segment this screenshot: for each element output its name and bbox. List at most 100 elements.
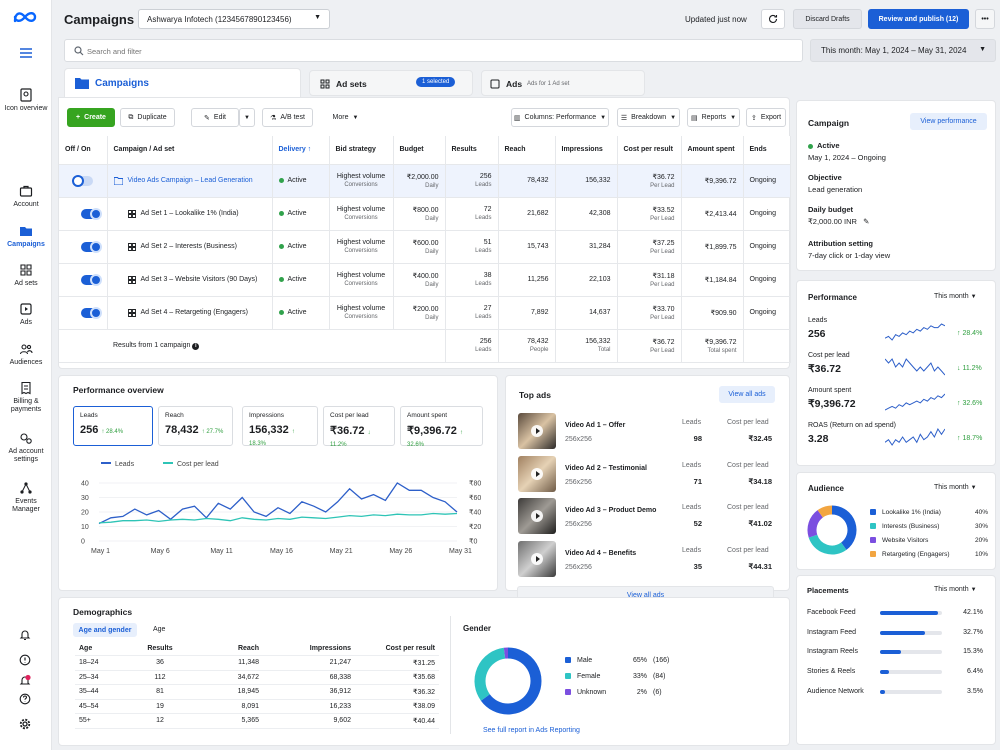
table-row[interactable]: Video Ads Campaign – Lead Generation Acti… bbox=[59, 164, 791, 198]
column-header-bid[interactable]: Bid strategy bbox=[329, 136, 394, 165]
placement-bar-fill bbox=[880, 670, 889, 675]
export-button[interactable]: ⇪ Export bbox=[746, 108, 786, 127]
top-ad-row[interactable]: Video Ad 3 – Product Demo 256x256 Leads 52 C… bbox=[506, 498, 790, 538]
metric-label: ROAS (Return on ad spend) bbox=[808, 422, 896, 429]
tab-age[interactable]: Age bbox=[153, 626, 166, 633]
column-header-cpr[interactable]: Cost per result bbox=[617, 136, 682, 165]
table-row[interactable]: Ad Set 4 – Retargeting (Engagers) Active H… bbox=[59, 296, 791, 330]
edit-dropdown-button[interactable]: ▼ bbox=[239, 108, 255, 127]
pencil-icon[interactable]: ✎ bbox=[863, 217, 870, 226]
view-all-ads-button[interactable]: View all ads bbox=[719, 386, 775, 403]
account-selector[interactable]: Ashwarya Infotech (1234567890123456) ▼ bbox=[138, 9, 330, 29]
column-header-delivery[interactable]: Delivery ↑ bbox=[272, 136, 330, 165]
tab-adsets[interactable]: Ad sets 1 selected bbox=[309, 70, 473, 96]
sidebar-item-audiences[interactable]: Audiences bbox=[0, 342, 52, 367]
y-tick-label: 20 bbox=[81, 510, 89, 517]
ad-name[interactable]: Video Ad 2 – Testimonial bbox=[565, 464, 647, 472]
ad-thumbnail[interactable] bbox=[518, 413, 556, 449]
table-row[interactable]: Ad Set 3 – Website Visitors (90 Days) Act… bbox=[59, 263, 791, 297]
view-performance-button[interactable]: View performance bbox=[910, 113, 987, 130]
ad-thumbnail[interactable] bbox=[518, 455, 556, 492]
more-options-button[interactable]: ••• bbox=[975, 9, 995, 29]
column-header-impressions[interactable]: Impressions bbox=[555, 136, 618, 165]
period-selector[interactable]: This month ▼ bbox=[934, 484, 977, 491]
table-row[interactable]: Ad Set 2 – Interests (Business) Active Hig… bbox=[59, 230, 791, 264]
help-icon[interactable] bbox=[19, 693, 31, 705]
period-selector[interactable]: This month ▼ bbox=[934, 293, 977, 300]
kpi-card[interactable]: Cost per lead ₹36.72 ↓ 11.2% bbox=[323, 406, 395, 448]
date-range-picker[interactable]: This month: May 1, 2024 – May 31, 2024 ▼ bbox=[810, 39, 996, 62]
sidebar-item-billing[interactable]: Billing & payments bbox=[0, 381, 52, 414]
sidebar-item-account-settings[interactable]: Ad account settings bbox=[0, 431, 52, 464]
on-off-toggle[interactable] bbox=[80, 207, 102, 220]
top-ad-row[interactable]: Video Ad 1 – Offer 256x256 Leads 98 Cost per… bbox=[506, 413, 790, 453]
ad-name[interactable]: Video Ad 4 – Benefits bbox=[565, 550, 637, 558]
daily-budget-label: Daily budget bbox=[808, 205, 854, 214]
period-selector[interactable]: This month ▼ bbox=[934, 586, 977, 593]
table-row[interactable]: Ad Set 1 – Lookalike 1% (India) Active Hig… bbox=[59, 197, 791, 231]
column-header-results[interactable]: Results bbox=[445, 136, 499, 165]
column-header-name[interactable]: Campaign / Ad set bbox=[107, 136, 273, 165]
plus-icon: + bbox=[76, 114, 81, 121]
row-name-link[interactable]: Ad Set 4 – Retargeting (Engagers) bbox=[140, 309, 248, 317]
sidebar-item-campaigns[interactable]: Campaigns bbox=[0, 219, 52, 253]
breakdown-button[interactable]: ☰ Breakdown ▼ bbox=[617, 108, 680, 127]
column-header-reach[interactable]: Reach bbox=[498, 136, 556, 165]
tab-age-gender[interactable]: Age and gender bbox=[73, 623, 137, 637]
row-name-link[interactable]: Ad Set 2 – Interests (Business) bbox=[140, 243, 238, 251]
search-input[interactable] bbox=[87, 44, 687, 58]
menu-icon[interactable] bbox=[19, 47, 33, 59]
info-icon[interactable]: i bbox=[192, 342, 200, 350]
notifications-icon[interactable] bbox=[18, 674, 32, 688]
create-button[interactable]: + Create bbox=[67, 108, 115, 127]
meta-logo-icon[interactable] bbox=[12, 9, 38, 25]
column-header-toggle[interactable]: Off / On bbox=[59, 136, 108, 165]
columns-button[interactable]: ▥ Columns: Performance ▼ bbox=[511, 108, 609, 127]
kpi-card[interactable]: Reach 78,432 ↑ 27.7% bbox=[158, 406, 233, 446]
kpi-card[interactable]: Amount spent ₹9,396.72 ↑ 32.6% bbox=[400, 406, 483, 448]
full-report-link[interactable]: See full report in Ads Reporting bbox=[483, 727, 580, 734]
sidebar-item-adsets[interactable]: Ad sets bbox=[0, 263, 52, 288]
on-off-toggle[interactable] bbox=[71, 174, 93, 187]
demographics-cell: ₹38.09 bbox=[355, 699, 439, 714]
sidebar-item-label: Ad account settings bbox=[8, 448, 44, 463]
sidebar-item-overview[interactable]: Icon overview bbox=[0, 88, 52, 113]
sidebar-item-ads[interactable]: Ads bbox=[0, 302, 52, 327]
budget-cell: ₹600.00 Daily bbox=[393, 230, 446, 264]
tab-campaigns[interactable]: Campaigns bbox=[64, 68, 301, 98]
column-header-ends[interactable]: Ends bbox=[743, 136, 791, 165]
alert-icon[interactable] bbox=[19, 654, 31, 666]
ad-thumbnail[interactable] bbox=[518, 541, 556, 578]
row-name-link[interactable]: Video Ads Campaign – Lead Generation bbox=[127, 177, 253, 185]
on-off-toggle[interactable] bbox=[80, 306, 102, 319]
more-button[interactable]: More ▼ bbox=[323, 108, 368, 127]
search-bar[interactable] bbox=[64, 39, 803, 62]
edit-button[interactable]: ✎ Edit bbox=[191, 108, 239, 127]
sidebar-item-events[interactable]: Events Manager bbox=[0, 481, 52, 514]
refresh-button[interactable] bbox=[761, 9, 785, 29]
review-publish-button[interactable]: Review and publish (12) bbox=[868, 9, 969, 29]
ab-test-button[interactable]: ⚗ A/B test bbox=[262, 108, 313, 127]
row-name-link[interactable]: Ad Set 1 – Lookalike 1% (India) bbox=[140, 210, 239, 218]
duplicate-button[interactable]: ⧉ Duplicate bbox=[120, 108, 175, 127]
top-ad-row[interactable]: Video Ad 4 – Benefits 256x256 Leads 35 Cost … bbox=[506, 541, 790, 581]
gear-icon[interactable] bbox=[19, 718, 31, 730]
reports-button[interactable]: ▤ Reports ▼ bbox=[687, 108, 740, 127]
on-off-toggle[interactable] bbox=[80, 273, 102, 286]
tab-ads[interactable]: Ads Ads for 1 Ad set bbox=[481, 70, 645, 96]
kpi-card[interactable]: Leads 256 ↑ 28.4% bbox=[73, 406, 153, 446]
ad-thumbnail[interactable] bbox=[518, 498, 556, 535]
sidebar-item-account[interactable]: Account bbox=[0, 184, 52, 209]
ad-name[interactable]: Video Ad 1 – Offer bbox=[565, 422, 626, 429]
column-header-spent[interactable]: Amount spent bbox=[681, 136, 744, 165]
row-name-link[interactable]: Ad Set 3 – Website Visitors (90 Days) bbox=[140, 276, 258, 284]
kpi-card[interactable]: Impressions 156,332 ↑ 18.3% bbox=[242, 406, 318, 447]
ad-name[interactable]: Video Ad 3 – Product Demo bbox=[565, 507, 657, 515]
bell-icon[interactable] bbox=[19, 629, 31, 641]
demographics-cell: ₹31.25 bbox=[355, 655, 439, 671]
top-ad-row[interactable]: Video Ad 2 – Testimonial 256x256 Leads 71 Co… bbox=[506, 455, 790, 496]
on-off-toggle[interactable] bbox=[80, 240, 102, 253]
legend-count: (6) bbox=[653, 689, 662, 696]
discard-drafts-button[interactable]: Discard Drafts bbox=[793, 9, 862, 29]
column-header-budget[interactable]: Budget bbox=[393, 136, 446, 165]
